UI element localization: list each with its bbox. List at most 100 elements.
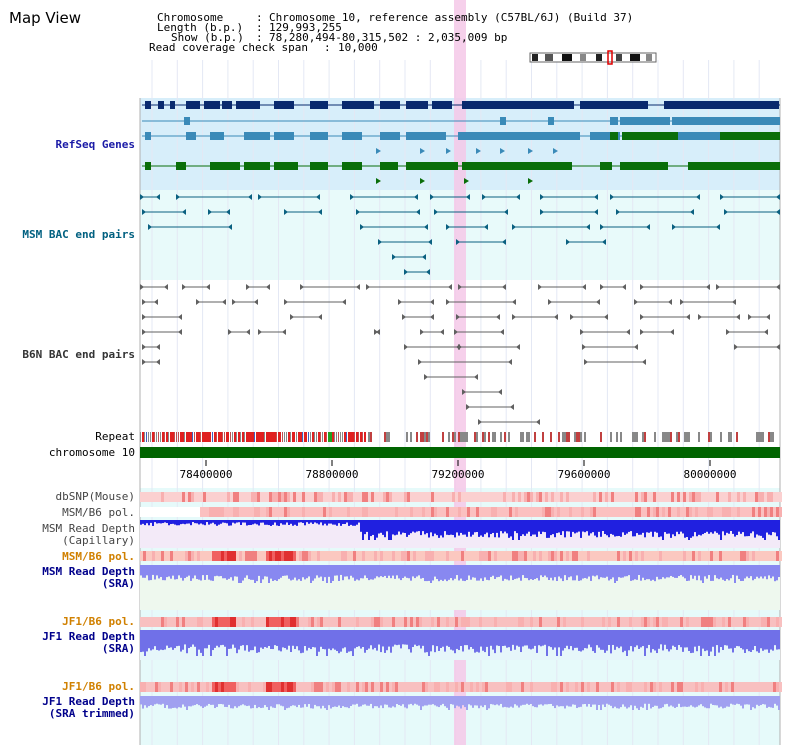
repeat-element	[410, 432, 412, 442]
msm-b6-pol-gap	[149, 507, 152, 517]
jf1-depth-sra-bar	[612, 630, 614, 645]
chromosome-sep: :	[256, 11, 263, 24]
jf1-b6-pol-2-cell	[239, 682, 242, 692]
dbsnp-cell	[395, 492, 398, 502]
dbsnp-cell	[686, 492, 689, 502]
dbsnp-cell	[305, 492, 308, 502]
msm-depth-sra-bar	[562, 565, 564, 582]
track-label-jf1-depth-trimmed[interactable]: JF1 Read Depth	[42, 695, 135, 708]
msm-depth-sra-bar	[330, 565, 332, 583]
msm-depth-capillary-bar	[174, 520, 176, 525]
repeat-element	[668, 432, 670, 442]
jf1-b6-pol-cell	[656, 617, 659, 627]
jf1-depth-sra-bar	[394, 630, 396, 645]
msm-b6-pol-2-cell	[632, 551, 635, 561]
track-label-refseq-genes[interactable]: RefSeq Genes	[55, 138, 135, 151]
msm-depth-sra-bar	[332, 565, 334, 581]
msm-b6-pol-cell	[359, 507, 362, 517]
msm-b6-pol-cell	[650, 507, 653, 517]
track-label-jf1-b6-pol-2[interactable]: JF1/B6 pol.	[62, 680, 135, 693]
msm-depth-sra-bar	[572, 565, 574, 581]
jf1-depth-trimmed-bar	[462, 696, 464, 706]
jf1-depth-trimmed-bar	[180, 696, 182, 708]
jf1-depth-trimmed-bar	[440, 696, 442, 706]
track-label-chromosome[interactable]: chromosome 10	[48, 446, 135, 459]
jf1-b6-pol-2-cell	[776, 682, 779, 692]
jf1-depth-sra-bar	[236, 630, 238, 654]
jf1-b6-pol-cell	[329, 617, 332, 627]
msm-b6-pol-2-cell	[146, 551, 149, 561]
msm-depth-capillary-bar	[664, 520, 666, 533]
dbsnp-cell	[659, 492, 662, 502]
jf1-b6-pol-cell	[686, 617, 689, 627]
repeat-element	[634, 432, 636, 442]
jf1-depth-trimmed-bar	[158, 696, 160, 705]
msm-depth-sra-bar	[556, 565, 558, 581]
msm-depth-capillary-bar	[316, 520, 318, 524]
ideogram-position-marker[interactable]	[607, 50, 613, 65]
jf1-depth-sra-bar	[574, 630, 576, 648]
jf1-b6-pol-2-cell	[299, 682, 302, 692]
track-label-repeat[interactable]: Repeat	[95, 430, 135, 443]
repeat-element	[642, 432, 644, 442]
msm-b6-pol-cell	[587, 507, 590, 517]
jf1-depth-sra-bar	[456, 630, 458, 649]
msm-b6-pol-cell	[209, 507, 212, 517]
dbsnp-cell	[491, 492, 494, 502]
msm-b6-pol-2-cell	[608, 551, 611, 561]
dbsnp-cell	[629, 492, 632, 502]
msm-depth-capillary-bar	[752, 520, 754, 532]
track-label-msm-b6-pol[interactable]: MSM/B6 pol.	[62, 506, 135, 519]
dbsnp-cell	[476, 492, 479, 502]
jf1-b6-pol-2-cell	[692, 682, 695, 692]
track-label-msm-b6-pol-2[interactable]: MSM/B6 pol.	[62, 550, 135, 563]
dbsnp-cell	[248, 492, 251, 502]
dbsnp-cell	[230, 492, 233, 502]
jf1-depth-sra-bar	[504, 630, 506, 646]
jf1-depth-trimmed-bar	[530, 696, 532, 704]
dbsnp-cell	[524, 492, 527, 502]
jf1-depth-trimmed-bar	[692, 696, 694, 707]
jf1-b6-pol-2-cell	[257, 682, 260, 692]
track-label-msm-depth-sra[interactable]: MSM Read Depth	[42, 565, 135, 578]
bac-end-marker	[670, 329, 674, 335]
repeat-element	[308, 432, 309, 442]
jf1-depth-trimmed-bar	[322, 696, 324, 706]
jf1-depth-sra-bar	[758, 630, 760, 653]
jf1-depth-trimmed-bar	[576, 696, 578, 709]
jf1-b6-pol-2-cell	[659, 682, 662, 692]
jf1-b6-pol-cell	[503, 617, 506, 627]
track-label-msm-bac[interactable]: MSM BAC end pairs	[22, 228, 135, 241]
track-label-jf1-depth-sra[interactable]: JF1 Read Depth	[42, 630, 135, 643]
jf1-depth-sra-bar	[564, 630, 566, 649]
jf1-depth-trimmed-bar	[636, 696, 638, 709]
jf1-depth-sra-bar	[462, 630, 464, 652]
repeat-element	[304, 432, 306, 442]
jf1-depth-trimmed-bar	[438, 696, 440, 708]
msm-depth-capillary-bar	[202, 520, 204, 525]
jf1-b6-pol-2-cell	[605, 682, 608, 692]
msm-depth-capillary-bar	[676, 520, 678, 532]
msm-depth-capillary-bar	[480, 520, 482, 536]
repeat-element	[292, 432, 294, 442]
bac-end-marker	[246, 284, 250, 290]
jf1-depth-trimmed-bar	[192, 696, 194, 706]
track-label-dbsnp[interactable]: dbSNP(Mouse)	[55, 490, 135, 503]
jf1-depth-sra-bar	[402, 630, 404, 645]
repeat-element	[268, 432, 270, 442]
jf1-b6-pol-2-cell	[740, 682, 743, 692]
repeat-element	[636, 432, 638, 442]
msm-b6-pol-2-cell	[770, 551, 773, 561]
dbsnp-cell	[338, 492, 341, 502]
track-label-msm-depth-capillary[interactable]: MSM Read Depth	[42, 522, 135, 535]
axis-tick-label: 78400000	[180, 468, 233, 481]
track-label-jf1-depth-sra-sub: (SRA)	[101, 642, 135, 655]
msm-depth-capillary-bar	[416, 520, 418, 532]
msm-depth-sra-bar	[684, 565, 686, 579]
jf1-b6-pol-2-cell	[524, 682, 527, 692]
track-label-b6n-bac[interactable]: B6N BAC end pairs	[22, 348, 135, 361]
msm-b6-pol-cell	[671, 507, 674, 517]
track-label-jf1-b6-pol[interactable]: JF1/B6 pol.	[62, 615, 135, 628]
jf1-depth-sra-bar	[478, 630, 480, 653]
